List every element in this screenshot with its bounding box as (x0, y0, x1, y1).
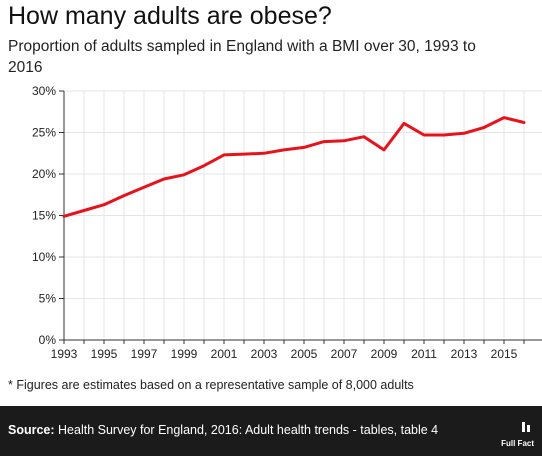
series-line (62, 116, 526, 218)
source-text: Health Survey for England, 2016: Adult h… (54, 423, 439, 437)
y-axis-ticks: 0% 5% 10% 15% 20% 25% 30% (32, 84, 56, 347)
source-label: Source: (8, 423, 55, 437)
x-tick-label: 1995 (91, 347, 118, 361)
footer-bar: Source: Health Survey for England, 2016:… (0, 406, 542, 456)
logo-text: Full Fact (501, 439, 534, 448)
x-tick-label: 2003 (251, 347, 278, 361)
y-tick-label: 20% (32, 167, 56, 181)
x-tick-label: 2009 (371, 347, 398, 361)
x-tick-label: 1997 (131, 347, 158, 361)
x-tick-label: 2005 (291, 347, 318, 361)
chart-title: How many adults are obese? (8, 2, 332, 30)
chart-series (62, 116, 526, 218)
logo-bars-icon (522, 422, 530, 432)
x-tick-label: 2013 (451, 347, 478, 361)
x-tick-label: 1999 (171, 347, 198, 361)
y-tick-label: 10% (32, 250, 56, 264)
y-tick-label: 0% (39, 333, 57, 347)
x-axis-ticks: 1993 1995 1997 1999 2001 2003 2005 2007 2009 2011… (51, 347, 518, 361)
x-tick-label: 2007 (331, 347, 358, 361)
y-tick-label: 5% (39, 292, 57, 306)
y-tick-label: 25% (32, 126, 56, 140)
source-line: Source: Health Survey for England, 2016:… (8, 423, 438, 437)
x-tick-label: 1993 (51, 347, 78, 361)
chart-subtitle: Proportion of adults sampled in England … (8, 38, 476, 76)
full-fact-logo: Full Fact (496, 422, 534, 452)
x-tick-label: 2001 (211, 347, 238, 361)
chart-grid (63, 90, 542, 340)
chart-axes (59, 90, 542, 344)
footnote: * Figures are estimates based on a repre… (8, 378, 414, 392)
y-tick-label: 30% (32, 84, 56, 98)
x-tick-label: 2015 (491, 347, 518, 361)
line-chart: 1993 1995 1997 1999 2001 2003 2005 2007 2009 2011… (32, 84, 542, 361)
y-tick-label: 15% (32, 209, 56, 223)
x-tick-label: 2011 (411, 347, 437, 361)
